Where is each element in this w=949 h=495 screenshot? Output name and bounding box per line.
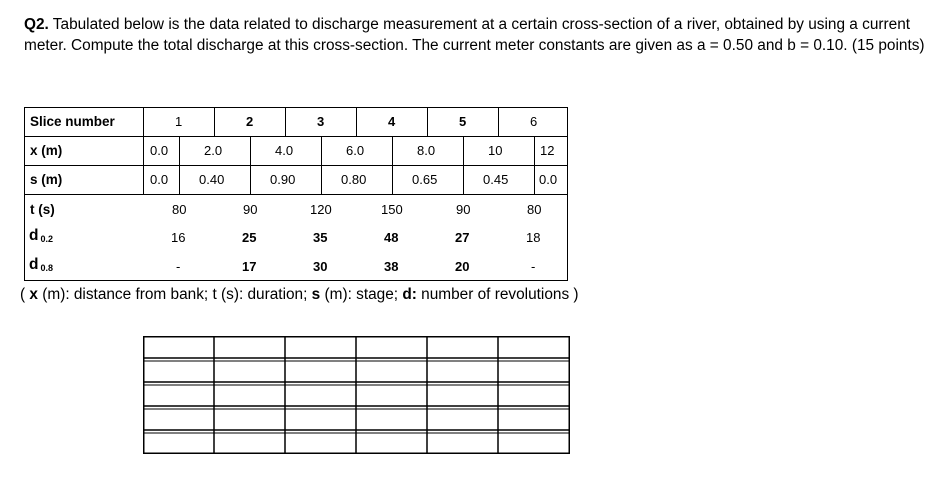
s-value: 0.90 [270,172,296,187]
legend-open: ( [20,286,30,303]
d02-letter: d [29,227,39,244]
slice-1: 1 [175,114,183,129]
slice-number-label: Slice number [30,114,115,129]
t-value: 150 [381,202,403,217]
slice-4: 4 [388,114,396,129]
d02-value: 25 [242,230,257,245]
d08-value: - [531,259,536,274]
d08-value: 38 [384,259,399,274]
d02-value: 35 [313,230,328,245]
t-label: t (s) [30,202,55,217]
s-value: 0.65 [412,172,438,187]
d02-value: 18 [526,230,541,245]
t-value: 90 [243,202,258,217]
question-body: Tabulated below is the data related to d… [24,16,925,54]
table-legend: ( x (m): distance from bank; t (s): dura… [20,285,579,305]
s-value: 0.0 [539,172,558,187]
d08-value: - [176,259,181,274]
t-value: 80 [172,202,187,217]
discharge-data-table: Slice number 1 2 3 4 5 6 x (m) 0.0 2.0 4… [24,107,568,281]
table-grid-lines [24,107,568,281]
s-value: 0.80 [341,172,367,187]
x-label: x (m) [30,143,63,158]
t-value: 120 [310,202,332,217]
legend-s-desc: (m): stage; [320,286,403,303]
legend-d-desc: number of revolutions ) [416,286,579,303]
slice-6: 6 [530,114,538,129]
s-value: 0.0 [150,172,169,187]
legend-x-desc: (m): distance from bank; t (s): duration… [37,286,312,303]
d08-letter: d [29,256,39,273]
x-value: 0.0 [150,143,169,158]
x-value: 6.0 [346,143,365,158]
s-value: 0.45 [483,172,509,187]
slice-3: 3 [317,114,325,129]
d02-value: 27 [455,230,470,245]
d08-subscript: 0.8 [40,263,53,273]
slice-2: 2 [246,114,254,129]
slice-5: 5 [459,114,467,129]
x-value: 4.0 [275,143,294,158]
d08-label: d 0.8 [29,257,53,274]
t-value: 90 [456,202,471,217]
blank-answer-grid [143,336,570,454]
d02-label: d 0.2 [29,228,53,245]
d02-value: 48 [384,230,399,245]
x-value: 2.0 [204,143,223,158]
d02-value: 16 [171,230,186,245]
s-value: 0.40 [199,172,225,187]
s-label: s (m) [30,172,63,187]
question-text: Q2. Tabulated below is the data related … [24,14,929,56]
t-value: 80 [527,202,542,217]
legend-x-key: x [29,286,38,303]
x-value: 8.0 [417,143,436,158]
legend-d-key: d: [402,286,417,303]
d08-value: 17 [242,259,257,274]
question-number: Q2. [24,16,49,33]
d02-subscript: 0.2 [40,234,53,244]
x-value: 10 [488,143,503,158]
legend-s-key: s [311,286,321,303]
blank-grid-lines [143,336,570,454]
d08-value: 20 [455,259,470,274]
x-value: 12 [540,143,555,158]
d08-value: 30 [313,259,328,274]
